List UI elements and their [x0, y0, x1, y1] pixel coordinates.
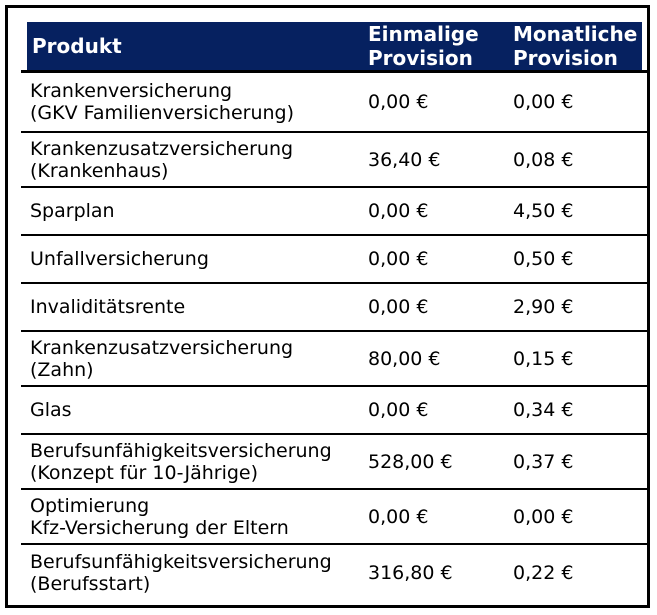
product-name-line1: Krankenzusatzversicherung — [30, 137, 294, 160]
product-name-line1: Invaliditätsrente — [30, 296, 186, 318]
table-row: Berufsunfähigkeitsversicherung (Konzept … — [21, 433, 648, 488]
column-header-einmalige-provision: Einmalige Provision — [368, 22, 479, 70]
monatliche-provision-value: 2,90 € — [513, 296, 574, 318]
table-frame: Produkt Einmalige Provision Monatliche P… — [5, 5, 650, 608]
table-body: Krankenversicherung (GKV Familienversich… — [21, 70, 648, 601]
product-name-line2: Kfz-Versicherung der Eltern — [30, 516, 289, 539]
einmalige-provision-value: 316,80 € — [368, 562, 453, 584]
einmalige-provision-value: 0,00 € — [368, 505, 429, 528]
product-name-line1: Berufsunfähigkeitsversicherung — [30, 551, 332, 573]
product-name-line2: (Zahn) — [30, 358, 94, 381]
einmalige-provision-value: 0,00 € — [368, 91, 429, 113]
table-row: Sparplan 0,00 € 4,50 € — [21, 186, 648, 234]
table-row: Invaliditätsrente 0,00 € 2,90 € — [21, 282, 648, 330]
product-cell: Glas — [21, 399, 368, 421]
einmalige-provision-value: 0,00 € — [368, 296, 429, 318]
product-cell: Unfallversicherung — [21, 248, 368, 270]
product-name-line2: (GKV Familienversicherung) — [30, 102, 295, 124]
einmalige-provision-value: 528,00 € — [368, 450, 453, 473]
monatliche-provision-value: 0,50 € — [513, 248, 574, 270]
monatliche-provision-value: 0,22 € — [513, 562, 574, 584]
monatliche-provision-value: 4,50 € — [513, 200, 574, 222]
einmalige-provision-value: 36,40 € — [368, 148, 441, 171]
product-name-line1: Krankenversicherung — [30, 80, 233, 102]
monatliche-provision-value: 0,08 € — [513, 148, 574, 171]
product-cell: Krankenzusatzversicherung (Zahn) — [21, 337, 368, 381]
column-header-monatliche-provision: Monatliche Provision — [513, 22, 638, 70]
table-row: Unfallversicherung 0,00 € 0,50 € — [21, 234, 648, 282]
monatliche-provision-value: 0,34 € — [513, 399, 574, 421]
table-row: Glas 0,00 € 0,34 € — [21, 385, 648, 433]
table-row: Optimierung Kfz-Versicherung der Eltern … — [21, 488, 648, 543]
column-header-produkt: Produkt — [32, 34, 122, 58]
einmalige-provision-value: 0,00 € — [368, 200, 429, 222]
product-cell: Krankenversicherung (GKV Familienversich… — [21, 80, 368, 124]
table-header-row: Produkt Einmalige Provision Monatliche P… — [27, 22, 642, 70]
monatliche-provision-value: 0,00 € — [513, 505, 574, 528]
table-row: Krankenversicherung (GKV Familienversich… — [21, 70, 648, 131]
product-name-line2: (Krankenhaus) — [30, 159, 169, 182]
product-name-line1: Unfallversicherung — [30, 248, 209, 270]
table-row: Krankenzusatzversicherung (Krankenhaus) … — [21, 131, 648, 186]
monatliche-provision-value: 0,37 € — [513, 450, 574, 473]
product-cell: Sparplan — [21, 200, 368, 222]
table-row: Berufsunfähigkeitsversicherung (Berufsst… — [21, 543, 648, 601]
provision-table: Produkt Einmalige Provision Monatliche P… — [21, 22, 648, 601]
product-name-line1: Optimierung — [30, 494, 150, 517]
table-row: Krankenzusatzversicherung (Zahn) 80,00 €… — [21, 330, 648, 385]
product-cell: Optimierung Kfz-Versicherung der Eltern — [21, 495, 368, 539]
product-name-line1: Krankenzusatzversicherung — [30, 336, 294, 359]
monatliche-provision-value: 0,15 € — [513, 347, 574, 370]
product-name-line1: Sparplan — [30, 200, 115, 222]
product-cell: Invaliditätsrente — [21, 296, 368, 318]
product-cell: Berufsunfähigkeitsversicherung (Berufsst… — [21, 551, 368, 595]
product-name-line1: Glas — [30, 399, 72, 421]
product-cell: Krankenzusatzversicherung (Krankenhaus) — [21, 138, 368, 182]
product-name-line2: (Konzept für 10-Jährige) — [30, 461, 259, 484]
product-name-line1: Berufsunfähigkeitsversicherung — [30, 439, 332, 462]
product-cell: Berufsunfähigkeitsversicherung (Konzept … — [21, 440, 368, 484]
einmalige-provision-value: 80,00 € — [368, 347, 441, 370]
monatliche-provision-value: 0,00 € — [513, 91, 574, 113]
product-name-line2: (Berufsstart) — [30, 573, 151, 595]
einmalige-provision-value: 0,00 € — [368, 248, 429, 270]
einmalige-provision-value: 0,00 € — [368, 399, 429, 421]
